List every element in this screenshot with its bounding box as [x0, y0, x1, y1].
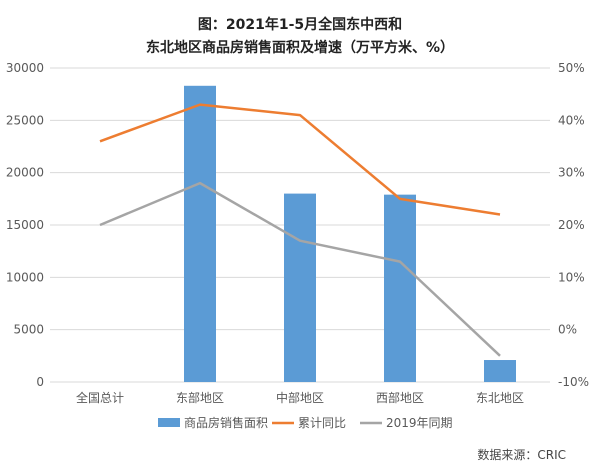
- chart-title-line2: 东北地区商品房销售面积及增速（万平方米、%）: [145, 40, 455, 56]
- y-left-tick-label: 0: [36, 375, 44, 389]
- y-left-tick-label: 30000: [6, 61, 44, 75]
- y-right-tick-label: 20%: [558, 218, 585, 232]
- bar: [484, 360, 516, 382]
- legend-swatch: [158, 418, 180, 427]
- y-left-tick-label: 10000: [6, 270, 44, 284]
- y-left-tick-label: 5000: [13, 323, 44, 337]
- series-line: [99, 103, 501, 216]
- chart-title-line1: 图：2021年1-5月全国东中西和: [197, 17, 403, 33]
- legend-label: 2019年同期: [386, 416, 453, 430]
- y-right-tick-label: 30%: [558, 166, 585, 180]
- bar: [284, 193, 316, 382]
- data-source: 数据来源：CRIC: [477, 448, 566, 462]
- y-left-tick-label: 20000: [6, 166, 44, 180]
- y-right-tick-label: 50%: [558, 61, 585, 75]
- legend-label: 累计同比: [298, 416, 346, 430]
- bar: [384, 194, 416, 382]
- x-tick-label: 东北地区: [476, 391, 524, 405]
- y-right-tick-label: 40%: [558, 113, 585, 127]
- y-right-tick-label: 0%: [558, 323, 577, 337]
- y-right-tick-label: -10%: [558, 375, 589, 389]
- series-line: [99, 181, 501, 357]
- y-left-tick-label: 25000: [6, 113, 44, 127]
- legend-label: 商品房销售面积: [184, 415, 268, 430]
- x-tick-label: 东部地区: [176, 390, 224, 405]
- bar: [184, 85, 216, 382]
- x-tick-label: 中部地区: [276, 390, 324, 405]
- x-tick-label: 全国总计: [76, 390, 124, 405]
- y-right-tick-label: 10%: [558, 270, 585, 284]
- y-left-tick-label: 15000: [6, 218, 44, 232]
- x-tick-label: 西部地区: [376, 390, 424, 405]
